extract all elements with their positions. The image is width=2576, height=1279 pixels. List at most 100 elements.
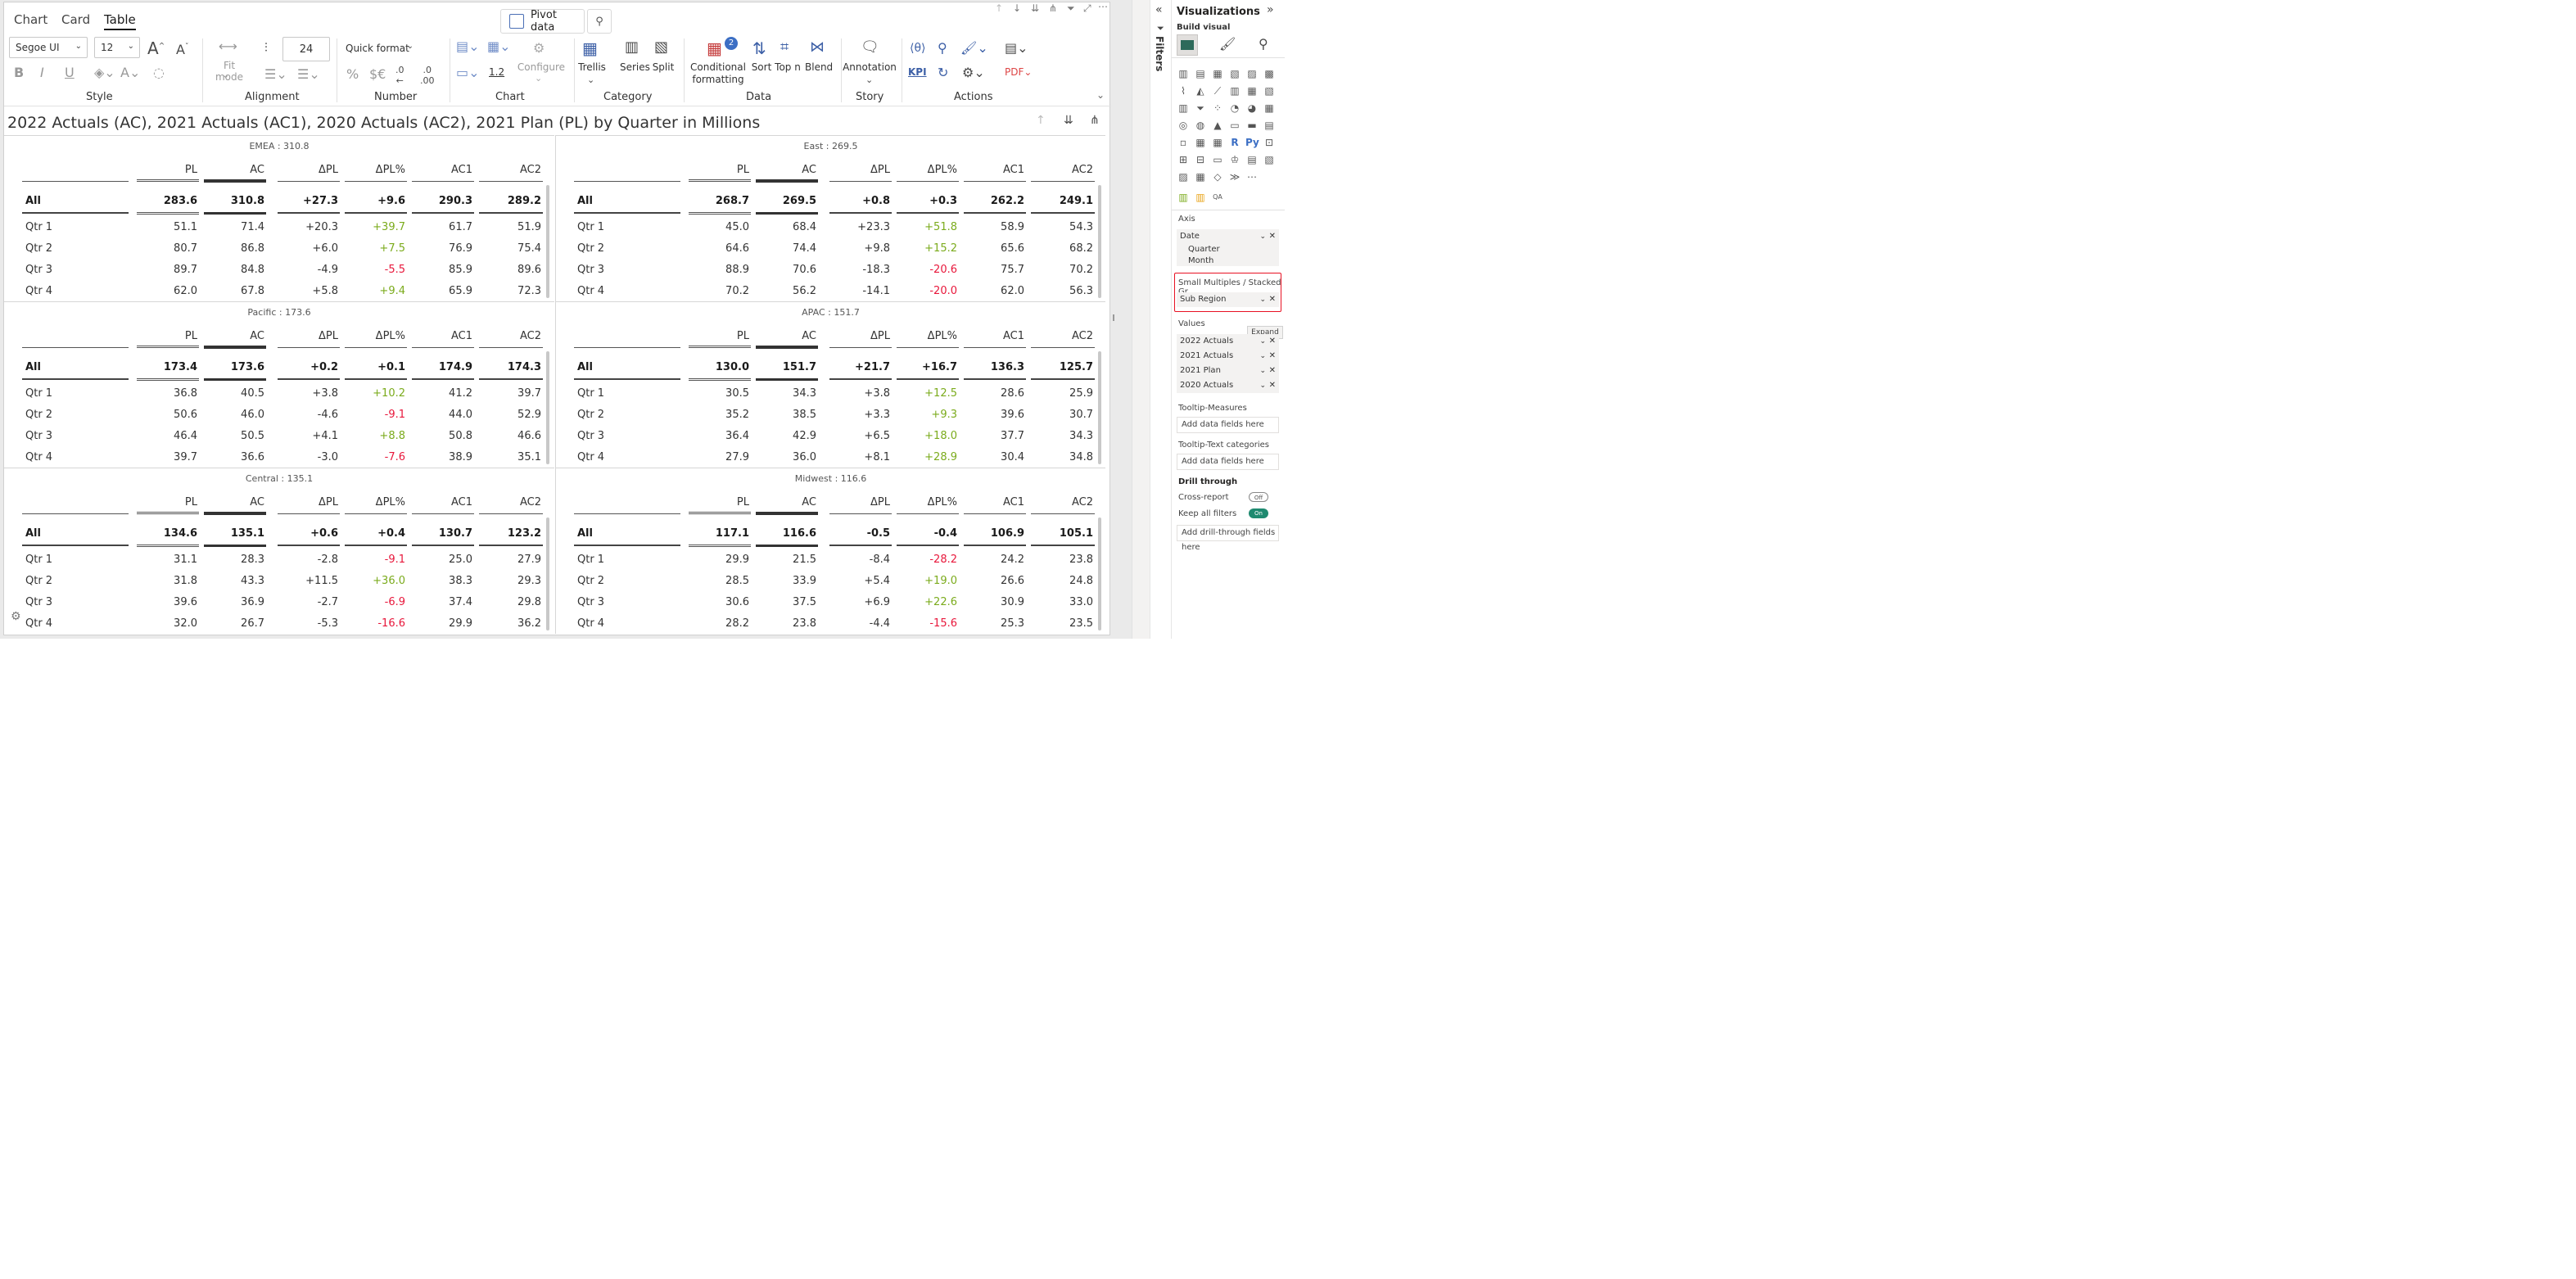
row-label[interactable]: Qtr 4 <box>577 285 605 297</box>
column-header[interactable]: AC1 <box>450 164 472 176</box>
row-label[interactable]: Qtr 4 <box>577 617 605 630</box>
scatter-chart-icon[interactable]: ▥ <box>1178 102 1188 114</box>
kpi-button[interactable]: KPI <box>908 66 927 78</box>
increase-font-icon[interactable]: A^ <box>147 38 165 58</box>
sort-label[interactable]: Sort <box>751 61 772 73</box>
table-cell[interactable]: 29.3 <box>517 575 541 587</box>
table-cell[interactable]: 36.0 <box>793 451 816 463</box>
column-header[interactable]: AC1 <box>1002 496 1024 508</box>
column-header[interactable]: PL <box>736 164 749 176</box>
configure-label[interactable]: Configure <box>517 61 566 73</box>
table-cell[interactable]: +9.4 <box>379 285 405 297</box>
filter-settings-button[interactable]: ⚲ <box>587 9 612 34</box>
paginated-icon[interactable]: ▤ <box>1247 154 1257 165</box>
table-cell[interactable]: 28.3 <box>241 554 264 566</box>
column-header[interactable]: ΔPL <box>870 330 890 342</box>
resize-handle[interactable] <box>1113 314 1114 321</box>
column-header[interactable]: AC2 <box>1071 164 1093 176</box>
all-row-label[interactable]: All <box>577 527 593 540</box>
gauge-icon[interactable]: ▭ <box>1230 120 1240 131</box>
table-cell[interactable]: 25.0 <box>449 554 472 566</box>
hierarchy-icon[interactable]: ⋔ <box>1090 114 1100 127</box>
configure-icon[interactable]: ⚙ <box>533 40 545 56</box>
collapse-ribbon-icon[interactable]: ⌄ <box>1096 89 1105 101</box>
column-header[interactable]: AC1 <box>450 330 472 342</box>
table-cell[interactable]: 50.6 <box>174 409 197 421</box>
table-cell[interactable]: 89.7 <box>174 264 197 276</box>
tab-chart[interactable]: Chart <box>14 12 48 27</box>
table-cell[interactable]: 31.1 <box>174 554 197 566</box>
all-row-label[interactable]: All <box>25 361 41 373</box>
all-row-cell[interactable]: -0.5 <box>866 527 890 540</box>
all-row-label[interactable]: All <box>577 361 593 373</box>
table-cell[interactable]: 40.5 <box>241 387 264 400</box>
chevron-down-icon[interactable]: ⌄ <box>1259 296 1266 304</box>
all-row-label[interactable]: All <box>577 195 593 207</box>
table-cell[interactable]: 35.2 <box>725 409 749 421</box>
table-cell[interactable]: 37.7 <box>1001 430 1024 442</box>
all-row-cell[interactable]: -0.4 <box>933 527 957 540</box>
collapse-pane-icon[interactable]: » <box>1267 3 1274 16</box>
inforiver-bar-icon[interactable]: ▥ <box>1195 192 1205 203</box>
stacked-area-icon[interactable]: ⟋ <box>1213 85 1222 97</box>
table-cell[interactable]: 21.5 <box>793 554 816 566</box>
table-cell[interactable]: 41.2 <box>449 387 472 400</box>
table-cell[interactable]: -20.6 <box>929 264 957 276</box>
table-cell[interactable]: +19.0 <box>924 575 957 587</box>
close-icon[interactable]: ✕ <box>1268 232 1276 241</box>
bold-icon[interactable]: B <box>14 65 25 80</box>
table-cell[interactable]: -8.4 <box>869 554 890 566</box>
row-label[interactable]: Qtr 2 <box>25 242 53 255</box>
all-row-cell[interactable]: +16.7 <box>922 361 957 373</box>
table-cell[interactable]: 26.7 <box>241 617 264 630</box>
table-cell[interactable]: +6.5 <box>864 430 890 442</box>
table-cell[interactable]: 42.9 <box>793 430 816 442</box>
table-cell[interactable]: 75.7 <box>1001 264 1024 276</box>
column-header[interactable]: ΔPL% <box>375 496 405 508</box>
table-cell[interactable]: +8.8 <box>379 430 405 442</box>
table-cell[interactable]: 37.4 <box>449 596 472 608</box>
column-header[interactable]: AC1 <box>450 496 472 508</box>
more-options-icon[interactable]: ⋯ <box>1247 171 1257 183</box>
table-cell[interactable]: 28.5 <box>725 575 749 587</box>
expand-hierarchy-icon[interactable]: ⋔ <box>1049 2 1058 14</box>
export-icon[interactable]: ▤⌄ <box>1005 40 1028 56</box>
row-label[interactable]: Qtr 2 <box>25 409 53 421</box>
table-cell[interactable]: 86.8 <box>241 242 264 255</box>
area-chart-icon[interactable]: ◭ <box>1196 85 1204 97</box>
table-visual-icon[interactable]: ▦ <box>1213 137 1222 148</box>
waterfall-icon[interactable]: ▧ <box>1264 85 1274 97</box>
column-header[interactable]: AC <box>250 496 264 508</box>
all-row-cell[interactable]: 289.2 <box>507 195 541 207</box>
drill-up-icon[interactable]: ↑ <box>1036 114 1046 127</box>
table-cell[interactable]: 50.8 <box>449 430 472 442</box>
table-cell[interactable]: -7.6 <box>384 451 405 463</box>
split-icon[interactable]: ▧ <box>654 38 669 56</box>
table-cell[interactable]: +20.3 <box>305 221 338 233</box>
all-row-cell[interactable]: 116.6 <box>782 527 816 540</box>
tooltip-measures-dropzone[interactable]: Add data fields here <box>1177 417 1279 433</box>
table-cell[interactable]: 36.6 <box>241 451 264 463</box>
font-family-select[interactable]: Segoe UI ⌄ <box>9 37 88 58</box>
currency-icon[interactable]: $€ <box>369 66 386 82</box>
slicer-icon[interactable]: ▦ <box>1195 137 1205 148</box>
table-cell[interactable]: 32.0 <box>174 617 197 630</box>
table-cell[interactable]: 68.4 <box>793 221 816 233</box>
table-cell[interactable]: 64.6 <box>725 242 749 255</box>
multi-row-card-icon[interactable]: ▤ <box>1264 120 1274 131</box>
table-cell[interactable]: +4.1 <box>312 430 338 442</box>
table-cell[interactable]: 65.6 <box>1001 242 1024 255</box>
all-row-cell[interactable]: 173.4 <box>163 361 197 373</box>
column-header[interactable]: AC1 <box>1002 164 1024 176</box>
table-cell[interactable]: 26.6 <box>1001 575 1024 587</box>
all-row-cell[interactable]: 130.0 <box>715 361 749 373</box>
stacked-bar-icon[interactable]: ▥ <box>1178 68 1188 79</box>
trellis-label[interactable]: Trellis <box>578 61 606 73</box>
table-cell[interactable]: +6.9 <box>864 596 890 608</box>
all-row-cell[interactable]: 249.1 <box>1059 195 1093 207</box>
paint-brush-icon[interactable]: 🖌⌄ <box>960 40 988 56</box>
row-label[interactable]: Qtr 3 <box>25 264 53 276</box>
filled-map-icon[interactable]: ◍ <box>1195 120 1205 131</box>
table-cell[interactable]: -28.2 <box>929 554 957 566</box>
table-cell[interactable]: 62.0 <box>174 285 197 297</box>
